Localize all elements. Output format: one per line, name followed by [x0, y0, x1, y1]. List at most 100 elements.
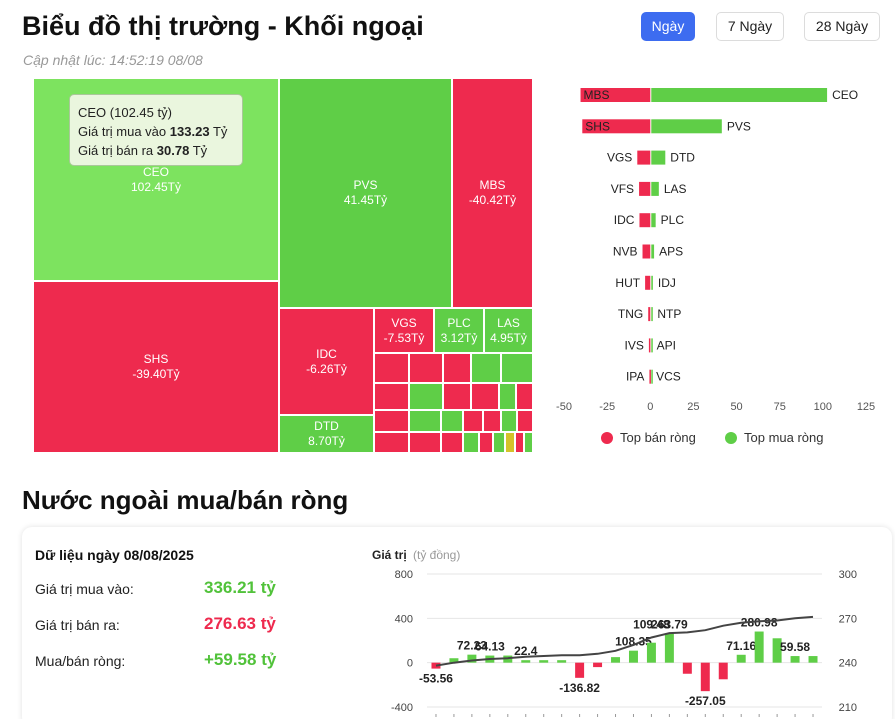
bar-label-idc: IDC — [614, 213, 635, 227]
treemap-tile-vgs[interactable]: VGS -7.53Tỷ — [374, 308, 434, 353]
treemap-tile-small[interactable] — [505, 432, 515, 453]
tile-value: 3.12Tỷ — [440, 330, 478, 345]
treemap-tile-small[interactable] — [479, 432, 493, 453]
bar-label-hut: HUT — [615, 276, 640, 290]
treemap-tile-small[interactable] — [409, 432, 441, 453]
treemap-tile-small[interactable] — [483, 410, 501, 432]
bar-label-ivs: IVS — [625, 338, 644, 352]
tile-value: 102.45Tỷ — [130, 179, 182, 194]
legend-buy-dot — [725, 431, 737, 444]
treemap-tile-small[interactable] — [493, 432, 505, 453]
tile-code: DTD — [314, 419, 339, 433]
net-bar — [593, 662, 603, 668]
treemap-tile-small[interactable] — [499, 383, 516, 410]
treemap-tile-las[interactable]: LAS 4.95Tỷ — [484, 308, 533, 353]
bar-buy-las — [651, 181, 659, 196]
bar-sell-vfs — [639, 181, 651, 196]
bar-label-ceo: CEO — [832, 88, 858, 102]
net-section-title: Nước ngoài mua/bán ròng — [22, 485, 349, 515]
treemap-tooltip: CEO (102.45 tỷ) Giá trị mua vào 133.23 T… — [69, 94, 243, 166]
tile-value: -40.42Tỷ — [468, 193, 517, 207]
tile-value: -6.26Tỷ — [306, 361, 347, 376]
tile-code: PLC — [447, 315, 471, 330]
treemap-tile-small[interactable] — [443, 353, 471, 383]
bar-label-idj: IDJ — [658, 276, 676, 290]
x-tick-label: 75 — [774, 401, 786, 413]
bar-sell-hut — [645, 275, 651, 290]
bar-buy-ceo — [651, 88, 828, 102]
bar-label-dtd: DTD — [670, 151, 695, 165]
treemap-tile-small[interactable] — [501, 353, 533, 383]
x-tick-label: 25 — [687, 401, 699, 413]
tile-code: IDC — [316, 346, 337, 361]
tile-code: CEO — [142, 164, 169, 179]
net-bar — [718, 662, 728, 680]
treemap-tile-pvs[interactable]: PVS 41.45Tỷ — [279, 78, 452, 308]
treemap-tile-small[interactable] — [463, 410, 483, 432]
treemap-tile-idc[interactable]: IDC -6.26Tỷ — [279, 308, 374, 415]
bar-sell-vgs — [637, 150, 651, 165]
sell-value: 276.63 tỷ — [204, 614, 276, 633]
treemap-tile-small[interactable] — [374, 383, 409, 410]
net-flow-chart: Giá trị (tỷ đồng) -400 0 400 800 210 240 270 300 -… — [372, 548, 857, 717]
net-value-label: Mua/bán ròng: — [35, 653, 126, 669]
x-tick-label: 50 — [730, 401, 742, 413]
net-bar — [431, 662, 441, 669]
net-bar — [539, 660, 549, 663]
net-bar-label: 280.98 — [741, 616, 778, 630]
treemap-tile-small[interactable] — [516, 383, 533, 410]
tooltip-buy-row: Giá trị mua vào 133.23 Tỷ — [78, 124, 228, 139]
treemap-tile-small[interactable] — [501, 410, 517, 432]
tile-code: SHS — [143, 352, 169, 366]
y-tick-label: 400 — [395, 613, 413, 625]
period-7day-button[interactable]: 7 Ngày — [716, 12, 784, 41]
net-bar-label: 72.23 — [457, 639, 487, 653]
treemap-tile-small[interactable] — [441, 432, 463, 453]
net-bar — [575, 662, 585, 678]
update-timestamp: Cập nhật lúc: 14:52:19 08/08 — [23, 52, 203, 68]
y2-tick-label: 270 — [839, 613, 857, 625]
tile-code: LAS — [497, 315, 520, 330]
x-tick-label: -25 — [599, 401, 615, 413]
period-28day-button[interactable]: 28 Ngày — [804, 12, 880, 41]
treemap-tile-plc[interactable]: PLC 3.12Tỷ — [434, 308, 484, 353]
net-bar — [736, 654, 746, 663]
y-axis-unit: (tỷ đồng) — [413, 548, 460, 562]
bar-buy-idj — [651, 275, 653, 290]
treemap-tile-small[interactable] — [409, 410, 441, 432]
treemap-tile-small[interactable] — [524, 432, 533, 453]
bar-sell-nvb — [642, 244, 651, 259]
treemap-tile-small[interactable] — [471, 383, 499, 410]
treemap-tile-small[interactable] — [374, 432, 409, 453]
buy-value: 336.21 tỷ — [204, 578, 276, 597]
treemap-tile-small[interactable] — [441, 410, 463, 432]
net-bar — [790, 656, 800, 663]
y-tick-label: 0 — [407, 658, 413, 670]
bar-sell-tng — [648, 307, 651, 322]
net-bar — [611, 657, 621, 663]
bar-label-tng: TNG — [618, 307, 643, 321]
treemap-tile-small[interactable] — [409, 383, 443, 410]
bar-label-ipa: IPA — [626, 370, 644, 384]
treemap-tile-small[interactable] — [374, 410, 409, 432]
treemap-tile-small[interactable] — [463, 432, 479, 453]
treemap-tile-dtd[interactable]: DTD 8.70Tỷ — [279, 415, 374, 453]
treemap-tile-mbs[interactable]: MBS -40.42Tỷ — [452, 78, 533, 308]
tile-value: 8.70Tỷ — [308, 434, 345, 448]
treemap-tile-shs[interactable]: SHS -39.40Tỷ — [33, 281, 279, 453]
treemap-tile-small[interactable] — [409, 353, 443, 383]
bar-label-vcs: VCS — [656, 370, 681, 384]
buy-value-label: Giá trị mua vào: — [35, 581, 134, 597]
period-day-button[interactable]: Ngày — [641, 12, 695, 41]
tile-code: PVS — [353, 178, 378, 192]
net-bar-label: -53.56 — [419, 672, 453, 686]
treemap-tile-small[interactable] — [471, 353, 501, 383]
treemap-tile-small[interactable] — [517, 410, 533, 432]
treemap-tile-small[interactable] — [515, 432, 524, 453]
treemap-tile-small[interactable] — [374, 353, 409, 383]
net-bar — [646, 642, 656, 663]
legend-sell-label: Top bán ròng — [620, 430, 696, 445]
tile-code: VGS — [391, 315, 417, 330]
net-value: +59.58 tỷ — [204, 650, 277, 669]
treemap-tile-small[interactable] — [443, 383, 471, 410]
